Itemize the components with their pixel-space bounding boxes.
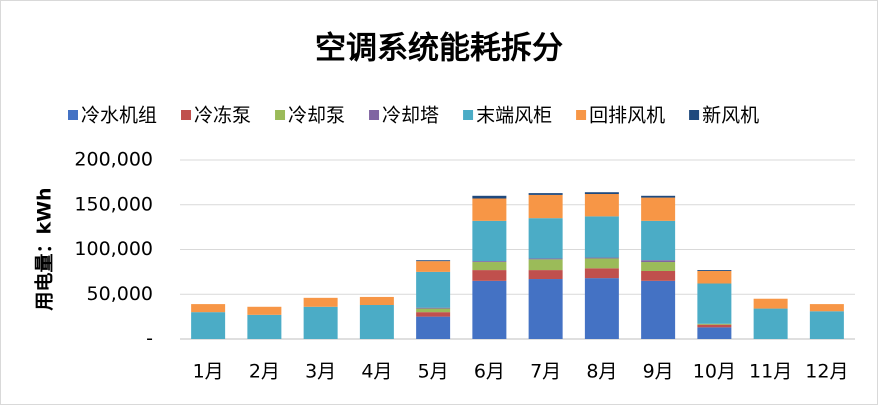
bar-segment	[584, 257, 619, 259]
bar-segment	[416, 316, 451, 339]
bar-segment	[472, 195, 507, 199]
legend-swatch	[689, 110, 700, 120]
x-tick-label: 4月	[361, 361, 392, 383]
bar-segment	[416, 308, 451, 313]
x-tick-label: 6月	[474, 361, 505, 383]
x-tick-label: 11月	[749, 361, 792, 383]
y-tick-label: 150,000	[74, 193, 153, 215]
legend-label: 冷水机组	[81, 105, 157, 127]
bar-segment	[584, 278, 619, 339]
legend-label: 冷却泵	[288, 105, 345, 127]
x-tick-label: 12月	[805, 361, 848, 383]
bar-segment	[697, 324, 732, 328]
bar-segment	[697, 270, 732, 271]
bar-segment	[584, 268, 619, 279]
bar-segment	[528, 194, 563, 219]
bar-segment	[528, 218, 563, 259]
legend-swatch	[463, 110, 474, 120]
legend-label: 冷却塔	[382, 105, 439, 127]
x-tick-label: 9月	[643, 361, 674, 383]
bar-segment	[247, 306, 282, 315]
bar-segment	[359, 304, 394, 339]
bar-segment	[528, 193, 563, 195]
legend-label: 新风机	[702, 105, 759, 127]
bar-segment	[472, 262, 507, 271]
bar-segment	[753, 308, 788, 339]
legend-label: 回排风机	[589, 105, 665, 127]
x-tick-label: 8月	[586, 361, 617, 383]
bar-segment	[584, 192, 619, 195]
bar-segment	[697, 327, 732, 339]
bar-segment	[584, 194, 619, 217]
bar-segment	[528, 270, 563, 280]
bar-segment	[416, 312, 451, 317]
bar-segment	[528, 279, 563, 339]
bar-segment	[191, 312, 226, 339]
bar-segment	[472, 220, 507, 262]
bar-segment	[416, 260, 451, 262]
legend-swatch	[576, 110, 587, 120]
bar-segment	[809, 311, 844, 339]
legend-swatch	[181, 110, 192, 120]
bar-segment	[359, 296, 394, 305]
bar-segment	[472, 280, 507, 339]
bar-segment	[809, 304, 844, 312]
x-tick-label: 7月	[530, 361, 561, 383]
chart-title: 空调系统能耗拆分	[315, 31, 563, 67]
legend-label: 冷冻泵	[194, 105, 251, 127]
bar-segment	[416, 307, 451, 309]
bar-segment	[472, 270, 507, 281]
bar-segment	[528, 258, 563, 260]
bar-segment	[303, 297, 338, 307]
bar-segment	[641, 220, 676, 261]
x-tick-label: 10月	[693, 361, 736, 383]
bar-segment	[641, 262, 676, 271]
x-tick-label: 5月	[418, 361, 449, 383]
bar-segment	[472, 198, 507, 221]
bar-segment	[641, 197, 676, 221]
y-tick-label: -	[146, 328, 153, 350]
bar-segment	[247, 314, 282, 339]
bar-segment	[416, 271, 451, 308]
bar-segment	[528, 259, 563, 271]
y-tick-label: 50,000	[87, 283, 153, 305]
bar-segment	[753, 298, 788, 309]
bar-segment	[641, 195, 676, 198]
bar-segment	[697, 323, 732, 325]
bar-segment	[584, 258, 619, 269]
bar-segment	[697, 283, 732, 324]
bar-segment	[641, 280, 676, 339]
y-tick-label: 100,000	[74, 238, 153, 260]
legend-swatch	[369, 110, 380, 120]
bar-segment	[191, 304, 226, 313]
bar-segment	[416, 261, 451, 272]
legend-swatch	[275, 110, 286, 120]
x-tick-label: 2月	[249, 361, 280, 383]
bar-segment	[584, 216, 619, 258]
legend-label: 末端风柜	[476, 105, 552, 127]
x-tick-label: 3月	[305, 361, 336, 383]
bar-segment	[303, 306, 338, 339]
y-tick-label: 200,000	[74, 149, 153, 171]
bar-segment	[641, 260, 676, 263]
bar-segment	[641, 270, 676, 281]
legend-swatch	[68, 110, 78, 120]
y-axis-label: 用电量：kWh	[33, 187, 56, 310]
bar-segment	[472, 261, 507, 263]
x-tick-label: 1月	[193, 361, 224, 383]
bar-segment	[697, 270, 732, 284]
